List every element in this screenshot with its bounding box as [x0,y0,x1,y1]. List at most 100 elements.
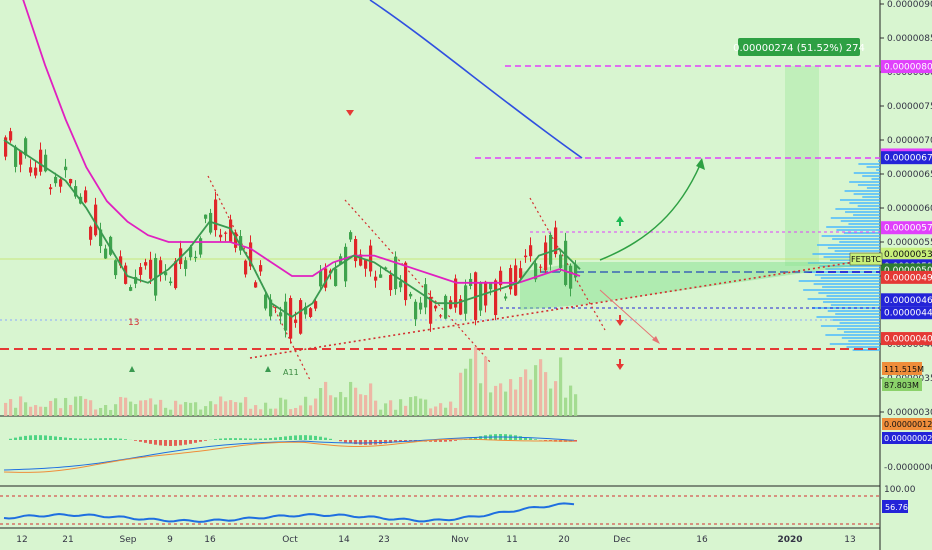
candle [44,154,48,172]
volume-bar [394,409,398,416]
price-tag [881,306,932,320]
volume-bar [519,376,523,416]
price-tick: 0.00000750 [887,102,932,112]
candle [219,234,223,238]
rsi-tick-100: 100.00 [884,485,916,495]
price-tag-label: 0.00000446 [884,309,932,319]
price-tag [881,293,932,307]
candle [94,204,98,236]
candle [519,268,523,278]
volume-bar [439,403,443,416]
candle [169,281,173,284]
candle [569,265,573,289]
buy-marker-icon-2 [265,366,271,372]
down-trendline-2 [344,199,491,363]
volume-bar [204,406,208,416]
volume-bar [149,398,153,416]
price-tag [881,151,932,165]
measure-region [785,66,819,266]
price-tag [881,221,932,235]
candle [14,146,18,167]
candle [139,267,143,275]
candle [164,272,168,276]
volume-bar [79,396,83,416]
volume-tag-1 [882,362,922,375]
ma-slow-line [22,0,581,284]
candle [249,242,253,267]
volume-bar [529,379,533,416]
price-tag-label: 0.00000532 [884,250,932,260]
candle [309,308,313,317]
time-tick: 2020 [777,535,802,545]
volume-bar [359,394,363,416]
volume-bar [169,409,173,416]
candle [224,232,228,234]
candle [24,138,28,156]
volume-bar [474,346,478,416]
candle [404,262,408,301]
volume-bar [154,404,158,416]
price-tick: 0.00000900 [887,0,932,10]
macd-panel [3,434,577,473]
volume-bar [284,399,288,416]
volume-bar [4,402,8,416]
volume-bar [129,401,133,416]
volume-bar [454,407,458,416]
volume-bar [274,408,278,416]
volume-bar [409,397,413,416]
volume-tag-2 [882,378,922,391]
volume-bar [124,397,128,416]
time-tick: 12 [16,535,27,545]
down-trendline-1 [207,175,311,381]
time-axis: 12 21 Sep 9 16 Oct 14 23 Nov 11 20 Dec 16 2020 13 [16,535,855,545]
volume-bar [354,387,358,416]
time-tick: Sep [120,535,137,545]
candle [494,280,498,316]
volume-bar [199,409,203,416]
volume-bar [569,385,573,416]
candle [524,255,528,258]
candle [29,167,33,173]
count-label: 13 [128,318,139,328]
candle [459,299,463,315]
time-tick: 13 [844,535,855,545]
candle [74,186,78,197]
volume-bar [419,398,423,416]
volume-bar [64,397,68,416]
price-tag [881,270,932,284]
candle [189,246,193,258]
time-tick: 21 [62,535,73,545]
volume-bar [469,358,473,416]
volume-bar [339,391,343,416]
price-tick: 0.00000550 [887,238,932,248]
volume-bar [554,381,558,416]
volume-bar [514,389,518,416]
symbol-tag [849,252,883,266]
candle [149,259,153,279]
volume-bar [179,404,183,416]
volume-bar [534,365,538,416]
candle [54,176,58,184]
bull-projection-arrow [599,164,701,261]
volume-bar [294,407,298,416]
time-tick: 16 [696,535,708,545]
volume-bar [324,381,328,416]
candle [509,268,513,290]
volume-bar [319,388,323,416]
volume-bar [479,383,483,416]
volume-bar [219,396,223,416]
candle [504,296,508,299]
candle [269,299,273,317]
candle [39,149,43,172]
candle [119,256,123,266]
candle [159,260,163,275]
candle [374,276,378,281]
volume-bar [24,402,28,416]
candle [109,236,113,255]
time-tick: 20 [558,535,570,545]
symbol-label: FETBTC [851,255,881,264]
candle [489,283,493,290]
volume-bar [49,400,53,416]
volume-bar [374,400,378,416]
